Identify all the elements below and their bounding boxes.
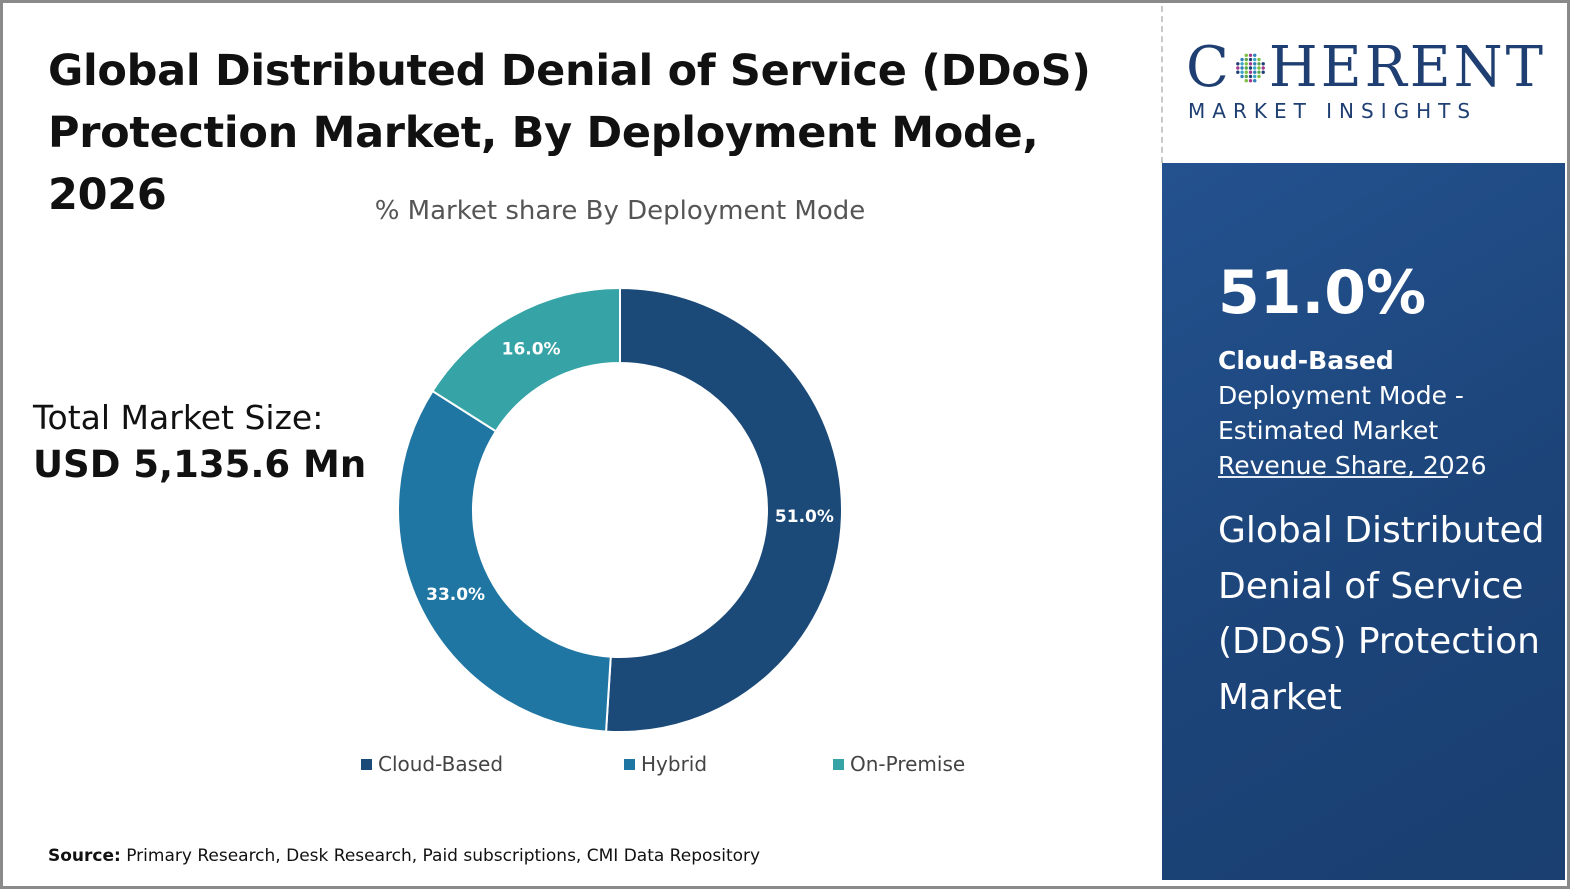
logo-dot <box>1252 53 1257 57</box>
logo-dot <box>1261 70 1265 74</box>
logo-dot <box>1244 66 1248 70</box>
title-line-1: Global Distributed Denial of Service (DD… <box>48 46 1091 96</box>
logo-dot <box>1244 57 1248 62</box>
legend-label-on-premise: On-Premise <box>850 752 966 776</box>
highlight-segment: Cloud-Based <box>1218 346 1394 375</box>
logo-dot <box>1240 62 1244 66</box>
logo-dot <box>1244 79 1248 83</box>
chart-legend: Cloud-Based Hybrid On-Premise <box>0 752 1160 780</box>
highlight-description-rest: Deployment Mode - Estimated Market Reven… <box>1218 381 1487 480</box>
highlight-panel: 51.0% Cloud-Based Deployment Mode - Esti… <box>1162 163 1565 880</box>
panel-market-name: Global Distributed Denial of Service (DD… <box>1218 510 1545 718</box>
donut-slice-cloud-based <box>605 286 843 733</box>
page-title: Global Distributed Denial of Service (DD… <box>48 40 1128 226</box>
logo-dot <box>1240 74 1244 79</box>
logo-dot <box>1252 70 1257 74</box>
logo-dot <box>1240 70 1244 74</box>
logo-dot <box>1235 66 1240 70</box>
panel-background <box>1162 163 1565 880</box>
logo-wordmark: C HERENT <box>1186 38 1546 98</box>
logo-dot <box>1257 70 1261 74</box>
logo-dot <box>1252 66 1257 70</box>
market-size-value: USD 5,135.6 Mn <box>33 443 367 486</box>
logo-dot <box>1248 74 1253 79</box>
logo-dot <box>1244 74 1248 79</box>
highlight-description: Cloud-Based Deployment Mode - Estimated … <box>1218 343 1548 483</box>
source-note: Source: Primary Research, Desk Research,… <box>48 846 760 866</box>
logo-dot <box>1257 66 1261 70</box>
total-market-size: Total Market Size: USD 5,135.6 Mn <box>33 396 366 490</box>
logo-dot <box>1248 62 1253 66</box>
logo-dot <box>1252 79 1257 83</box>
chart-title: % Market share By Deployment Mode <box>374 196 866 226</box>
donut-slice-on-premise <box>431 286 621 433</box>
logo-dot <box>1244 53 1248 57</box>
source-label: Source: <box>48 846 121 866</box>
logo-dot-globe-icon <box>1235 53 1265 83</box>
legend-item-hybrid: Hybrid <box>624 752 707 776</box>
legend-item-cloud-based: Cloud-Based <box>361 752 503 776</box>
logo-dot <box>1257 74 1261 79</box>
legend-swatch-hybrid <box>624 758 635 770</box>
panel-divider <box>1218 476 1448 478</box>
logo-dot <box>1248 53 1253 57</box>
logo-dot <box>1235 62 1240 66</box>
logo-dot <box>1235 70 1240 74</box>
logo-dot <box>1244 70 1248 74</box>
highlight-value: 51.0% <box>1218 258 1427 328</box>
data-label-hybrid: 33.0% <box>426 585 485 605</box>
logo-letters-herent: HERENT <box>1268 35 1546 100</box>
logo-dot <box>1248 70 1253 74</box>
logo-dot <box>1244 62 1248 66</box>
legend-label-cloud-based: Cloud-Based <box>378 752 504 776</box>
logo-letter-c: C <box>1186 35 1232 100</box>
logo-dot <box>1261 66 1265 70</box>
source-text: Primary Research, Desk Research, Paid su… <box>126 846 761 866</box>
company-logo: C HERENT MARKET INSIGHTS <box>1186 38 1546 124</box>
logo-dot <box>1252 57 1257 62</box>
logo-dot <box>1240 66 1244 70</box>
header-divider <box>1161 6 1163 163</box>
logo-dot <box>1257 57 1261 62</box>
logo-dot <box>1252 74 1257 79</box>
title-line-2: Protection Market, By Deployment Mode, 2… <box>48 108 1039 220</box>
data-label-on-premise: 16.0% <box>502 339 561 359</box>
logo-dot <box>1240 57 1244 62</box>
market-size-label: Total Market Size: <box>33 398 324 437</box>
logo-dot <box>1248 57 1253 62</box>
logo-dot <box>1248 66 1253 70</box>
legend-item-on-premise: On-Premise <box>833 752 965 776</box>
data-label-cloud-based: 51.0% <box>775 507 834 527</box>
logo-dot <box>1248 79 1253 83</box>
logo-dot <box>1261 62 1265 66</box>
legend-swatch-on-premise <box>833 758 844 770</box>
logo-dot <box>1257 62 1261 66</box>
legend-label-hybrid: Hybrid <box>641 752 708 776</box>
legend-swatch-cloud-based <box>361 758 372 770</box>
logo-tagline: MARKET INSIGHTS <box>1188 99 1478 123</box>
donut-slice-hybrid <box>397 389 612 733</box>
donut-chart: 51.0% 33.0% 16.0% <box>397 286 843 733</box>
logo-dot <box>1252 62 1257 66</box>
